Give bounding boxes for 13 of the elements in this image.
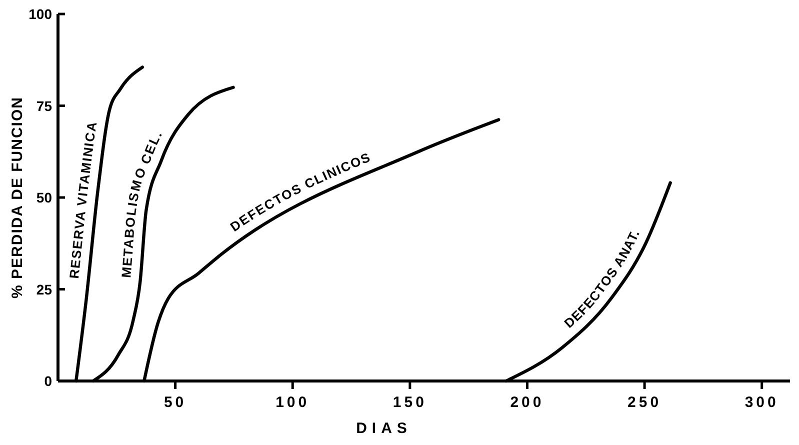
y-tick-label: 0 <box>44 373 52 389</box>
x-tick-label: 200 <box>510 394 544 411</box>
x-axis-title: DIAS <box>356 420 412 437</box>
y-axis-title: % PERDIDA DE FUNCION <box>9 96 26 298</box>
y-tick-label: 100 <box>28 6 52 22</box>
x-tick-label: 250 <box>628 394 662 411</box>
x-tick-label: 50 <box>164 394 187 411</box>
x-tick-label: 100 <box>276 394 310 411</box>
y-tick-label: 75 <box>36 98 52 114</box>
y-tick-label: 25 <box>36 281 52 298</box>
y-tick-label: 50 <box>36 190 52 206</box>
x-tick-label: 300 <box>744 394 779 411</box>
x-tick-label: 150 <box>392 394 427 411</box>
